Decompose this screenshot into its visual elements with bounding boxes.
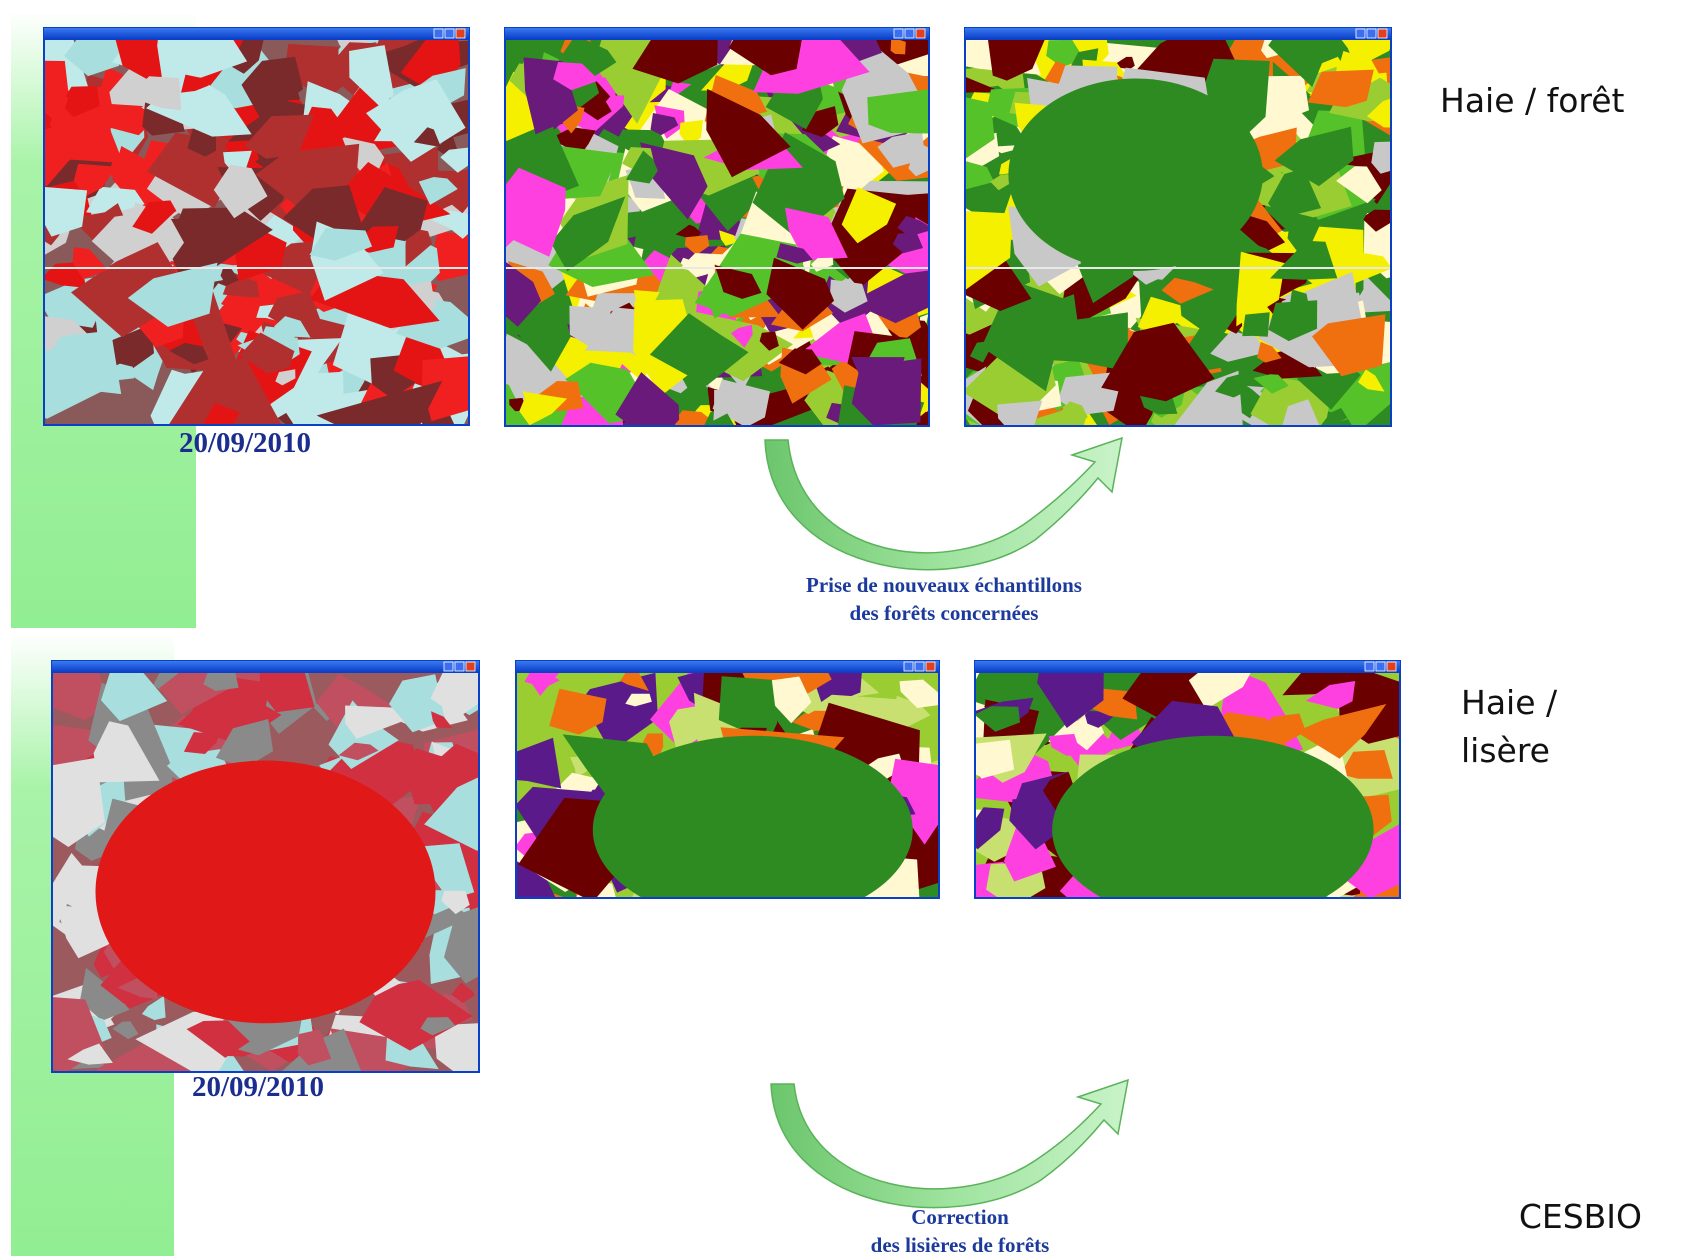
window-button — [1367, 29, 1376, 38]
map-image — [476, 0, 971, 466]
slide-canvas: 20/09/2010 Prise de nouveaux échantillon… — [0, 0, 1682, 1256]
image-window — [444, 644, 967, 948]
image-panels — [0, 0, 1436, 1119]
map-parcel — [1371, 141, 1423, 173]
window-titlebar — [516, 661, 939, 672]
forest-area — [1052, 736, 1373, 924]
window-button — [916, 29, 925, 38]
arrow — [765, 438, 1122, 570]
map-image — [13, 649, 525, 1119]
window-button — [904, 662, 913, 671]
caption: Correction — [911, 1205, 1009, 1229]
window-titlebar — [965, 28, 1391, 39]
image-window — [476, 0, 971, 466]
window-titlebar — [505, 28, 929, 39]
window-button — [894, 29, 903, 38]
map-parcel — [434, 1022, 520, 1090]
side-label: Haie / forêt — [1440, 81, 1625, 120]
image-window — [913, 7, 1436, 458]
side-label: lisère — [1461, 731, 1550, 770]
map-image — [444, 644, 967, 948]
window-button — [1378, 29, 1387, 38]
date-label: 20/09/2010 — [192, 1071, 324, 1103]
window-button — [905, 29, 914, 38]
map-image — [913, 7, 1436, 458]
window-button — [445, 29, 454, 38]
footer: CESBIO — [1519, 1197, 1642, 1236]
map-parcel — [997, 401, 1042, 435]
image-window — [0, 4, 501, 475]
window-button — [1365, 662, 1374, 671]
window-titlebar — [975, 661, 1400, 672]
forest-area — [1008, 79, 1262, 272]
window-button — [1376, 662, 1385, 671]
image-window — [13, 649, 525, 1119]
map-image — [942, 627, 1429, 935]
forest-area — [593, 736, 913, 924]
caption: des lisières de forêts — [871, 1233, 1050, 1256]
date-label: 20/09/2010 — [179, 427, 311, 459]
window-button — [456, 29, 465, 38]
map-parcel — [432, 231, 485, 281]
window-button — [1387, 662, 1396, 671]
map-image — [0, 4, 501, 475]
map-parcel — [1242, 312, 1269, 337]
window-button — [1356, 29, 1365, 38]
caption: des forêts concernées — [850, 601, 1039, 625]
forest-area — [96, 761, 436, 1024]
window-button — [926, 662, 935, 671]
window-button — [466, 662, 475, 671]
arrow — [771, 1080, 1128, 1208]
caption: Prise de nouveaux échantillons — [806, 573, 1082, 597]
window-button — [455, 662, 464, 671]
window-titlebar — [44, 28, 469, 39]
slide: {"top": {"label": "Haie / forêt", "date"… — [0, 0, 1682, 1256]
window-button — [444, 662, 453, 671]
window-titlebar — [52, 661, 479, 672]
window-button — [434, 29, 443, 38]
side-label: Haie / — [1461, 683, 1558, 722]
window-button — [915, 662, 924, 671]
image-window — [942, 627, 1429, 935]
